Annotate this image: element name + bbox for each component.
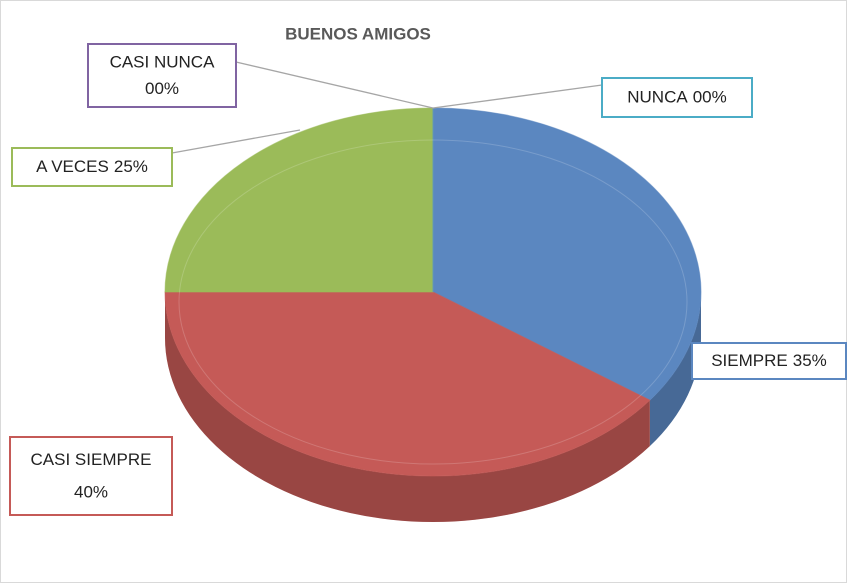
data-label: A VECES 25% (36, 157, 148, 176)
data-label-value: 35% (793, 351, 827, 370)
data-label-box (691, 342, 847, 380)
side-shade (649, 292, 701, 447)
data-label-box (11, 147, 173, 187)
pie-slice (164, 107, 434, 293)
pie-side (649, 292, 701, 447)
chart-title: BUENOS AMIGOS (285, 24, 431, 43)
data-label-value: 00% (145, 79, 179, 98)
pie-slice (432, 107, 702, 401)
data-label-box (601, 77, 753, 118)
pie-slice (164, 291, 651, 477)
data-label-category: A VECES (36, 157, 109, 176)
data-label-box (9, 436, 173, 516)
leader-line (171, 129, 301, 154)
data-label-category: CASI NUNCA (110, 52, 216, 71)
leader-line (235, 61, 434, 109)
data-label-value: 25% (114, 157, 148, 176)
data-label-category: SIEMPRE (711, 351, 788, 370)
pie-highlight (178, 139, 688, 465)
data-label-category: NUNCA (627, 88, 688, 107)
data-label: NUNCA 00% (627, 88, 726, 107)
leader-line (432, 84, 603, 109)
data-label: SIEMPRE 35% (711, 351, 827, 370)
pie-side (165, 292, 650, 523)
side-shade (165, 292, 650, 523)
data-label-category: CASI SIEMPRE (31, 450, 152, 469)
data-label-box (87, 43, 237, 108)
data-label-value: 00% (693, 88, 727, 107)
data-label-value: 40% (74, 483, 108, 502)
